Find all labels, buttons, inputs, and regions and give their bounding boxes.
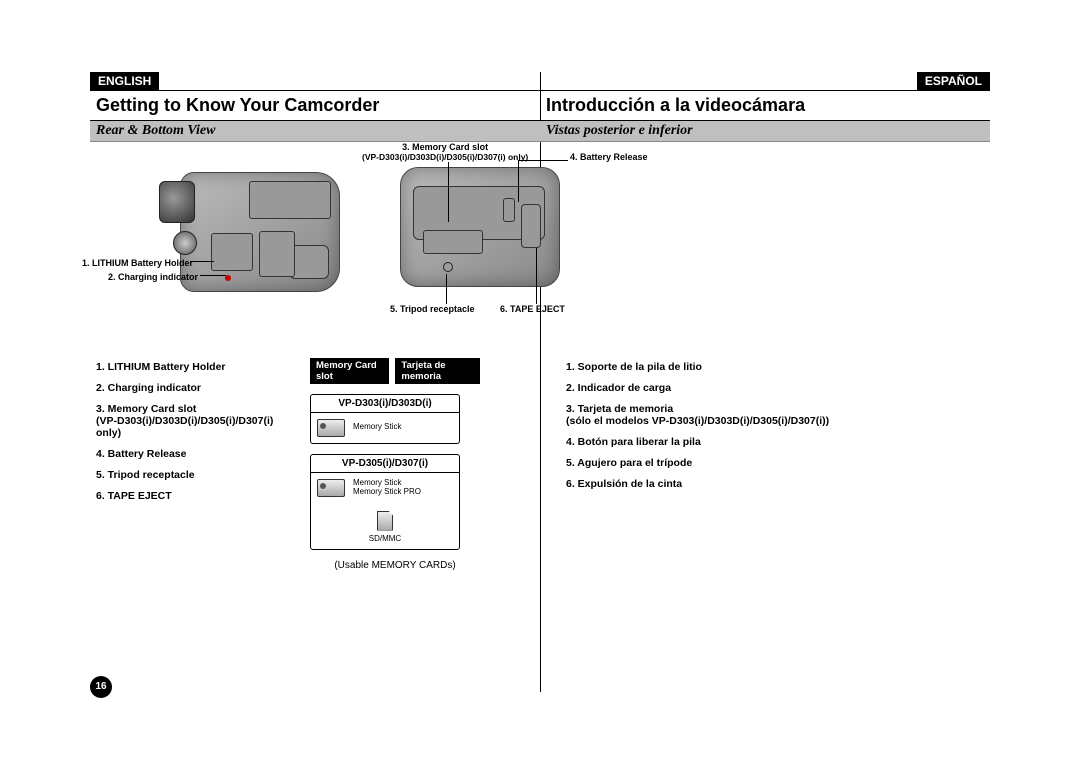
callout-line-4c bbox=[518, 160, 538, 161]
diagram-spacer bbox=[540, 142, 990, 352]
left-column: ENGLISH Getting to Know Your Camcorder R… bbox=[90, 72, 540, 692]
list-item: 3. Memory Card slot(VP-D303(i)/D303D(i)/… bbox=[96, 403, 296, 439]
sd-icon bbox=[377, 511, 393, 531]
english-list: 1. LITHIUM Battery Holder 2. Charging in… bbox=[96, 352, 296, 572]
title-right: Introducción a la videocámara bbox=[540, 90, 990, 121]
list-item: 5. Agujero para el trípode bbox=[566, 457, 984, 469]
list-item: 5. Tripod receptacle bbox=[96, 469, 296, 481]
memcard-header-right: Tarjeta de memoria bbox=[395, 358, 480, 384]
list-item: 2. Charging indicator bbox=[96, 382, 296, 394]
subtitle-right: Vistas posterior e inferior bbox=[540, 121, 990, 142]
lcd-panel bbox=[249, 181, 331, 219]
callout-line-4b bbox=[518, 160, 519, 202]
callout-5: 5. Tripod receptacle bbox=[390, 304, 475, 314]
memorystick-icon bbox=[317, 479, 345, 497]
callout-2: 2. Charging indicator bbox=[108, 272, 198, 282]
card-door bbox=[423, 230, 483, 254]
callout-line-5 bbox=[446, 274, 447, 304]
callout-3-text: 3. Memory Card slot bbox=[402, 142, 488, 152]
callout-line-3 bbox=[448, 162, 449, 222]
eject-slider bbox=[521, 204, 541, 248]
list-area-left: 1. LITHIUM Battery Holder 2. Charging in… bbox=[90, 352, 540, 572]
manual-page: ENGLISH Getting to Know Your Camcorder R… bbox=[90, 72, 990, 692]
memcard-header: Memory Card slot Tarjeta de memoria bbox=[310, 358, 480, 384]
memorystick-icon bbox=[317, 419, 345, 437]
list-area-right: 1. Soporte de la pila de litio 2. Indica… bbox=[540, 352, 990, 499]
memcard-box-1-text: Memory Stick bbox=[353, 423, 401, 432]
list-item: 4. Botón para liberar la pila bbox=[566, 436, 984, 448]
callout-line-2 bbox=[200, 275, 226, 276]
title-left: Getting to Know Your Camcorder bbox=[90, 90, 540, 121]
callout-3: 3. Memory Card slot (VP-D303(i)/D303D(i)… bbox=[362, 142, 528, 162]
memcard-box-1: VP-D303(i)/D303D(i) Memory Stick bbox=[310, 394, 460, 444]
memcard-box-1-title: VP-D303(i)/D303D(i) bbox=[311, 395, 459, 413]
callout-3-sub: (VP-D303(i)/D303D(i)/D305(i)/D307(i) onl… bbox=[362, 152, 528, 162]
callout-line-1 bbox=[190, 261, 214, 262]
diagram-area: 1. LITHIUM Battery Holder 2. Charging in… bbox=[90, 142, 540, 352]
memcard-box-2: VP-D305(i)/D307(i) Memory Stick Memory S… bbox=[310, 454, 460, 551]
lang-english: ENGLISH bbox=[90, 72, 159, 90]
lang-row: ENGLISH bbox=[90, 72, 540, 90]
memcard-box-2-sd: SD/MMC bbox=[317, 535, 453, 544]
list-item: 6. Expulsión de la cinta bbox=[566, 478, 984, 490]
rear-ring bbox=[173, 231, 197, 255]
grip-panel bbox=[259, 231, 295, 277]
right-column: ESPAÑOL Introducción a la videocámara Vi… bbox=[540, 72, 990, 692]
callout-line-6 bbox=[536, 248, 537, 304]
list-item: 6. TAPE EJECT bbox=[96, 490, 296, 502]
list-item: 1. LITHIUM Battery Holder bbox=[96, 361, 296, 373]
memcard-box-2-title: VP-D305(i)/D307(i) bbox=[311, 455, 459, 473]
memcard-column: Memory Card slot Tarjeta de memoria VP-D… bbox=[310, 352, 480, 572]
list-item: 2. Indicador de carga bbox=[566, 382, 984, 394]
release-latch bbox=[503, 198, 515, 222]
tripod-hole bbox=[443, 262, 453, 272]
spanish-list: 1. Soporte de la pila de litio 2. Indica… bbox=[566, 352, 984, 499]
subtitle-left: Rear & Bottom View bbox=[90, 121, 540, 142]
list-item: 1. Soporte de la pila de litio bbox=[566, 361, 984, 373]
memcard-header-left: Memory Card slot bbox=[310, 358, 389, 384]
battery-panel bbox=[211, 233, 253, 271]
dial-panel bbox=[289, 245, 329, 279]
lang-spanish: ESPAÑOL bbox=[917, 72, 990, 90]
memcard-box-2-text: Memory Stick Memory Stick PRO bbox=[353, 479, 421, 497]
usable-cards-label: (Usable MEMORY CARDs) bbox=[310, 560, 480, 571]
page-number: 16 bbox=[90, 676, 112, 698]
list-item: 4. Battery Release bbox=[96, 448, 296, 460]
eyepiece bbox=[159, 181, 195, 223]
lang-row-right: ESPAÑOL bbox=[540, 72, 990, 90]
callout-1: 1. LITHIUM Battery Holder bbox=[82, 258, 193, 268]
list-item: 3. Tarjeta de memoria(sólo el modelos VP… bbox=[566, 403, 984, 427]
camcorder-rear bbox=[180, 172, 340, 292]
